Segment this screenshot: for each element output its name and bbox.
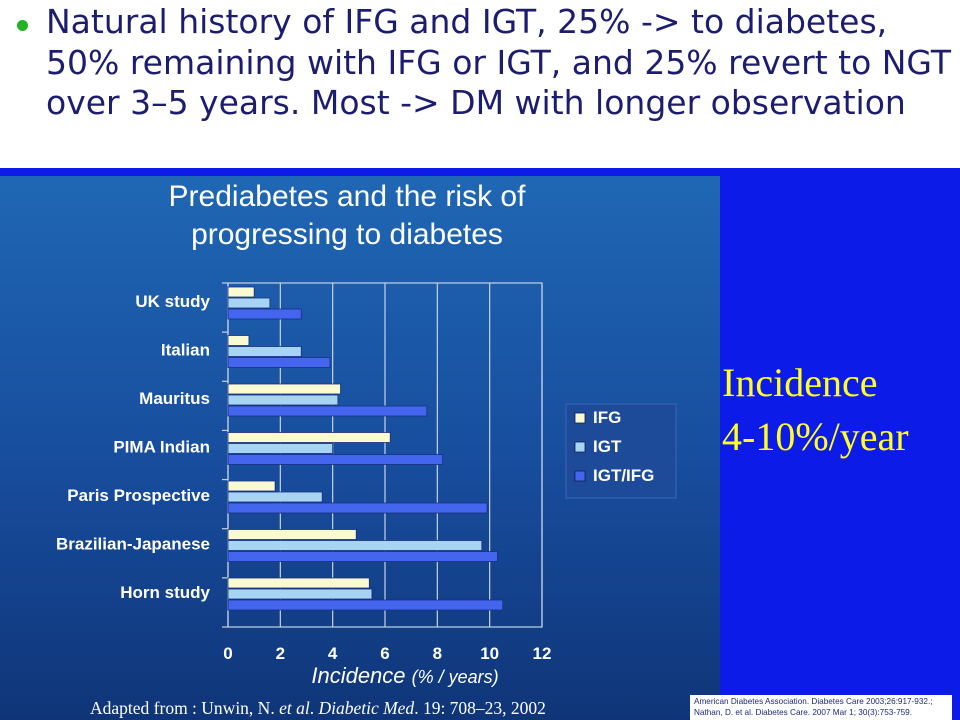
x-axis-label-main: Incidence	[311, 663, 411, 688]
category-label: Mauritus	[139, 389, 210, 408]
bullet-text: Natural history of IFG and IGT, 25% -> t…	[46, 2, 951, 122]
x-tick-label: 12	[533, 644, 552, 663]
legend-swatch-ifg	[574, 412, 586, 424]
bar-igt	[227, 588, 373, 600]
chart-title-line: progressing to diabetes	[191, 218, 503, 251]
source-note-prefix: Adapted from : Unwin, N.	[90, 698, 279, 718]
x-axis-label: Incidence (% / years)	[311, 663, 498, 688]
bar-ifg	[227, 335, 250, 346]
legend-swatch-igt-ifg	[574, 470, 586, 482]
legend-label: IFG	[593, 408, 621, 427]
bar-ifg	[227, 432, 391, 443]
source-note-journal: Diabetic Med	[317, 698, 414, 718]
bar-igt-ifg	[227, 502, 488, 514]
source-note: Adapted from : Unwin, N. et al. Diabetic…	[90, 698, 546, 718]
x-tick-label: 10	[480, 644, 499, 663]
callout-line-2: 4-10%/year	[722, 414, 909, 459]
banner-divider	[0, 168, 720, 176]
callout-line-1: Incidence	[722, 360, 878, 405]
bar-igt-ifg	[227, 599, 504, 611]
x-tick-label: 4	[328, 644, 338, 663]
legend-label: IGT	[593, 437, 622, 456]
legend-swatch-igt	[574, 441, 586, 453]
x-tick-label: 6	[380, 644, 389, 663]
bar-igt	[227, 394, 339, 406]
source-note-etal: et al	[279, 698, 310, 718]
bar-ifg	[227, 286, 255, 298]
citation-line-1: American Diabetes Association. Diabetes …	[694, 697, 933, 706]
category-label: PIMA Indian	[113, 438, 210, 457]
bar-igt-ifg	[227, 551, 498, 562]
category-label: Horn study	[120, 583, 210, 602]
x-tick-label: 2	[276, 644, 285, 663]
bar-ifg	[227, 383, 341, 395]
x-tick-label: 0	[223, 644, 232, 663]
bar-igt	[227, 540, 483, 551]
source-note-middle: .	[310, 698, 319, 718]
bar-ifg	[227, 529, 357, 540]
source-note-suffix: . 19: 708–23, 2002	[414, 698, 546, 718]
category-label: Brazilian-Japanese	[56, 535, 210, 554]
bullet-banner: Natural history of IFG and IGT, 25% -> t…	[0, 0, 960, 168]
bar-ifg	[227, 577, 370, 589]
chart-title-line: Prediabetes and the risk of	[169, 180, 527, 213]
bullet-dot-icon	[17, 20, 28, 31]
bar-ifg	[227, 480, 276, 492]
bar-igt-ifg	[227, 454, 443, 465]
legend-label: IGT/IFG	[593, 466, 654, 485]
bar-igt	[227, 346, 302, 357]
category-label: UK study	[135, 292, 210, 311]
x-tick-label: 8	[433, 644, 442, 663]
x-axis-label-unit: (% / years)	[412, 667, 499, 687]
category-label: Italian	[161, 341, 210, 360]
category-label: Paris Prospective	[67, 486, 210, 505]
bar-igt-ifg	[227, 357, 331, 368]
bar-igt	[227, 491, 323, 503]
right-panel	[720, 168, 960, 720]
bar-igt-ifg	[227, 405, 428, 417]
bar-igt-ifg	[227, 308, 302, 320]
incidence-callout: Incidence 4-10%/year	[722, 356, 958, 464]
bar-igt	[227, 443, 334, 454]
bar-igt	[227, 297, 271, 309]
citation-box: American Diabetes Association. Diabetes …	[690, 695, 952, 720]
citation-line-2: Nathan, D. et al. Diabetes Care. 2007 Ma…	[694, 707, 913, 717]
